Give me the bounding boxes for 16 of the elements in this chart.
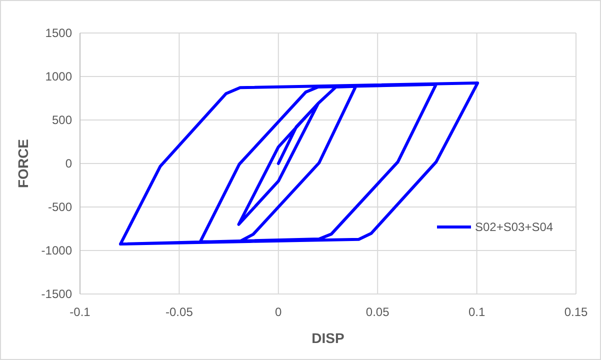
y-tick-label: 1500 [45, 26, 72, 40]
y-axis-title: FORCE [15, 139, 31, 188]
x-tick-label: 0.05 [366, 305, 390, 319]
y-tick-label: 500 [52, 113, 72, 127]
x-axis-title: DISP [312, 330, 344, 346]
y-tick-label: 1000 [45, 70, 72, 84]
y-tick-label: -1500 [41, 287, 72, 301]
x-tick-label: 0 [275, 305, 282, 319]
x-tick-label: -0.1 [70, 305, 91, 319]
x-tick-label: 0.15 [564, 305, 588, 319]
y-tick-label: 0 [65, 156, 72, 170]
y-tick-label: -1000 [41, 244, 72, 258]
x-tick-label: -0.05 [166, 305, 194, 319]
x-tick-label: 0.1 [468, 305, 486, 319]
legend-label: S02+S03+S04 [475, 220, 554, 234]
y-tick-label: -500 [48, 200, 72, 214]
